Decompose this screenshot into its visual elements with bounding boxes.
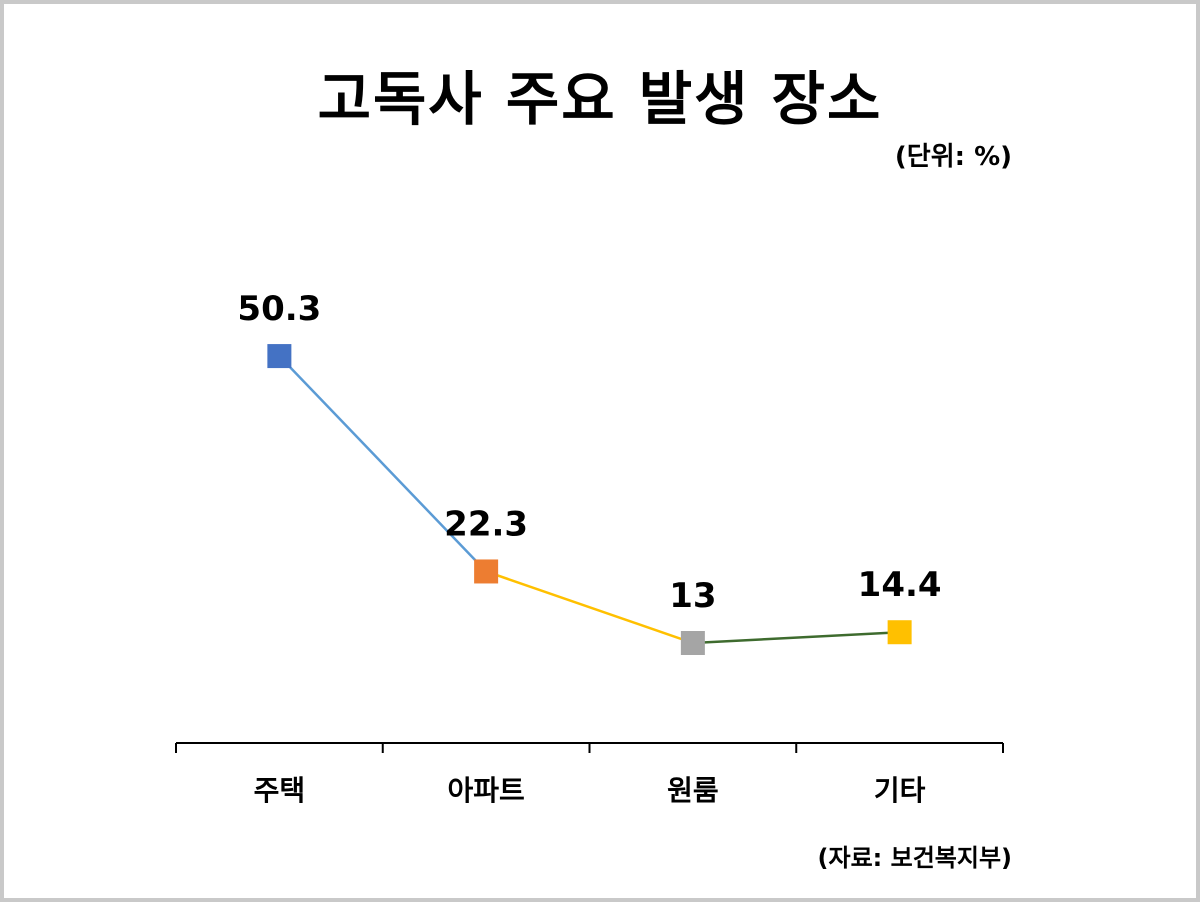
unit-note: (단위: %) xyxy=(894,142,1012,172)
source-note: (자료: 보건복지부) xyxy=(817,844,1012,872)
data-point-marker xyxy=(474,559,499,584)
category-label: 주택 xyxy=(254,774,306,807)
category-label: 원룸 xyxy=(667,774,719,807)
series-line-segment xyxy=(485,570,694,645)
series-line-segment xyxy=(692,630,900,645)
data-point-marker xyxy=(680,631,705,655)
data-point-marker xyxy=(267,344,292,369)
series-line-segment xyxy=(278,355,488,573)
data-label: 14.4 xyxy=(858,565,942,605)
data-label: 22.3 xyxy=(444,504,528,544)
data-label: 13 xyxy=(669,576,716,616)
category-label: 아파트 xyxy=(447,774,524,807)
data-point-marker xyxy=(887,620,912,645)
data-label: 50.3 xyxy=(237,289,321,329)
category-label: 기타 xyxy=(874,774,926,807)
chart-title: 고독사 주요 발생 장소 xyxy=(317,65,883,133)
